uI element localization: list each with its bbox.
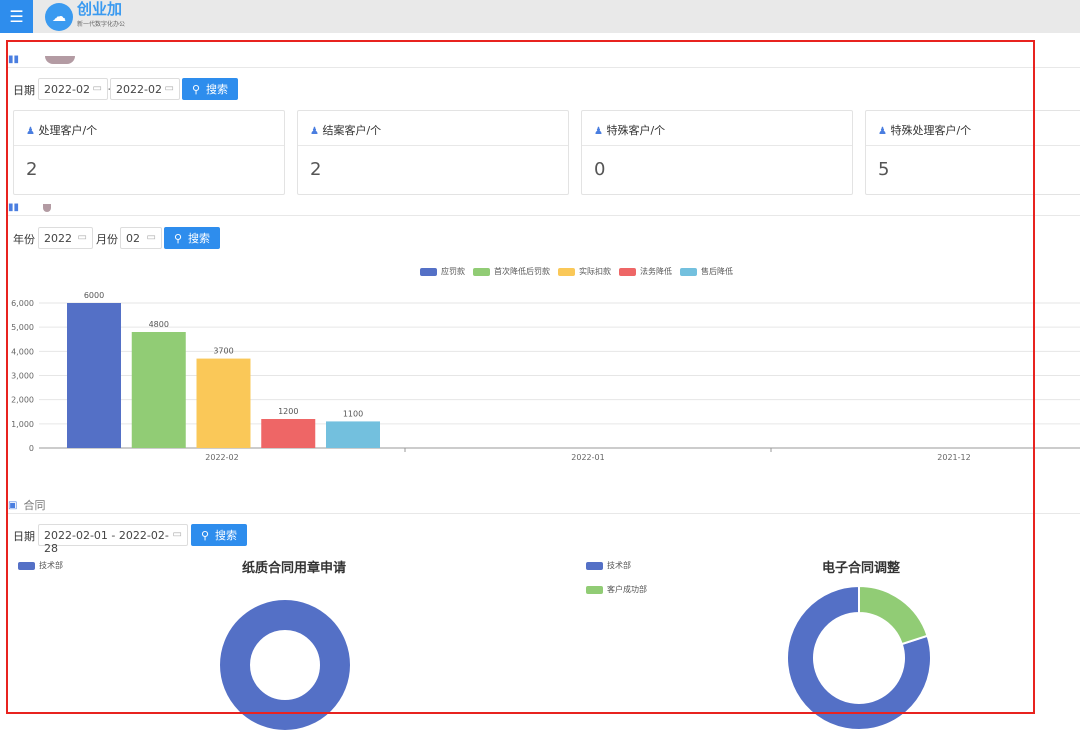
search-button[interactable]: ⚲ 搜索: [164, 227, 220, 249]
legend-item[interactable]: 首次降低后罚款: [473, 266, 550, 277]
top-bar: ☰ ☁ 创业加新一代数字化办公: [0, 0, 1080, 33]
users-icon: ♟: [26, 126, 35, 137]
calendar-icon: ▭: [77, 232, 87, 243]
end-month-input[interactable]: 2022-02 ▭: [110, 78, 180, 100]
cloud-icon: ☁: [45, 3, 73, 31]
legend-item[interactable]: 法务降低: [619, 266, 672, 277]
legend-item[interactable]: 客户成功部: [586, 584, 647, 595]
date-range-input[interactable]: 2022-02-01 - 2022-02-28 ▭: [38, 524, 188, 555]
pie-legend: 技术部 客户成功部: [586, 560, 647, 600]
logo-name: 创业加: [77, 0, 123, 18]
search-button[interactable]: ⚲ 搜索: [182, 78, 238, 100]
section-header-1: ▮▮: [8, 54, 76, 65]
pie-legend: 技术部: [18, 560, 63, 576]
y-tick-label: 0: [29, 444, 34, 453]
bar: [131, 332, 186, 448]
search-icon: ⚲: [191, 82, 201, 96]
date-label: 日期: [13, 84, 35, 97]
logo-slogan: 新一代数字化办公: [77, 21, 126, 28]
bar: [196, 358, 251, 448]
stat-card: ♟ 特殊客户/个 0: [581, 110, 853, 195]
bar-legend: 应罚款 首次降低后罚款 实际扣款 法务降低 售后降低: [420, 266, 733, 277]
stat-card: ♟ 处理客户/个 2: [13, 110, 285, 195]
pie-title: 纸质合同用章申请: [242, 561, 347, 576]
calendar-icon: ▭: [92, 83, 102, 94]
data-label: 1200: [278, 407, 298, 416]
x-tick-label: 2022-01: [571, 453, 604, 462]
section-header-3: ▣ 合同: [8, 499, 46, 512]
pie-slice: [220, 600, 350, 730]
legend-item[interactable]: 技术部: [586, 560, 647, 571]
search-icon: ⚲: [200, 528, 210, 542]
pie-slice: [786, 584, 932, 731]
legend-item[interactable]: 技术部: [18, 560, 63, 571]
data-label: 1100: [343, 409, 363, 418]
x-tick-label: 2021-12: [937, 453, 970, 462]
x-tick-label: 2022-02: [205, 453, 238, 462]
users-icon: ♟: [310, 126, 319, 137]
hamburger-icon[interactable]: ☰: [0, 0, 33, 33]
contract-icon: ▣: [8, 499, 18, 511]
data-label: 6000: [84, 291, 104, 300]
calendar-icon: ▭: [164, 83, 174, 94]
legend-item[interactable]: 应罚款: [420, 266, 465, 277]
year-input[interactable]: 2022 ▭: [38, 227, 93, 249]
y-tick-label: 3,000: [11, 372, 34, 381]
legend-item[interactable]: 售后降低: [680, 266, 733, 277]
y-tick-label: 2,000: [11, 396, 34, 405]
bar-chart-icon: ▮▮: [8, 54, 20, 65]
legend-item[interactable]: 实际扣款: [558, 266, 611, 277]
stat-card: ♟ 结案客户/个 2: [297, 110, 569, 195]
bar: [261, 419, 316, 448]
search-icon: ⚲: [173, 231, 183, 245]
y-tick-label: 6,000: [11, 299, 34, 308]
pie-slice: [858, 584, 929, 646]
bar: [67, 303, 121, 448]
search-button[interactable]: ⚲ 搜索: [191, 524, 247, 546]
pie-title: 电子合同调整: [822, 561, 901, 576]
data-label: 4800: [149, 320, 169, 329]
bar-chart: 0 1,000 2,000 3,000 4,000 5,000 6,000 2022-02 60…: [11, 291, 1080, 462]
start-month-input[interactable]: 2022-02 ▭: [38, 78, 108, 100]
section-header-2: ▮▮: [8, 202, 52, 213]
calendar-icon: ▭: [146, 232, 156, 243]
y-tick-label: 4,000: [11, 347, 34, 356]
y-tick-label: 1,000: [11, 420, 34, 429]
calendar-icon: ▭: [172, 529, 182, 540]
bar: [326, 421, 380, 448]
data-label: 3700: [213, 347, 233, 356]
users-icon: ♟: [878, 126, 887, 137]
bar-chart-icon: ▮▮: [8, 202, 20, 213]
users-icon: ♟: [594, 126, 603, 137]
stat-card: ♟ 特殊处理客户/个 5: [865, 110, 1080, 195]
month-input[interactable]: 02 ▭: [120, 227, 162, 249]
logo: ☁ 创业加新一代数字化办公: [45, 2, 125, 32]
y-tick-label: 5,000: [11, 323, 34, 332]
